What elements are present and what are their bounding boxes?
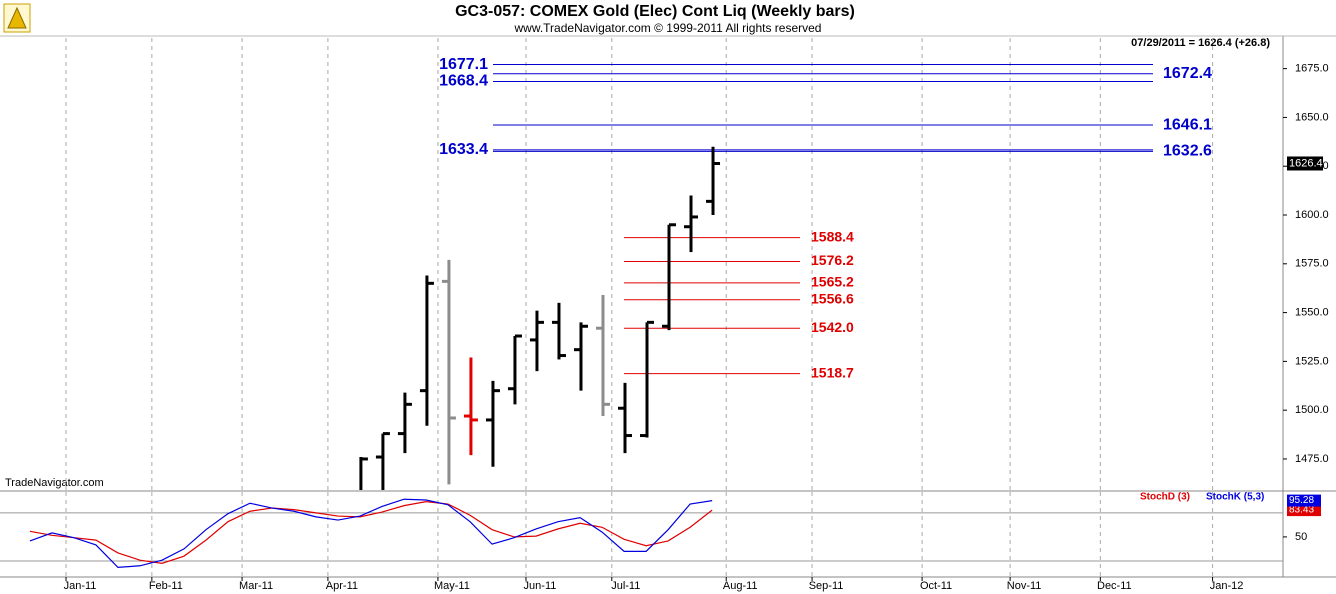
x-tick-label: Sep-11: [809, 580, 844, 592]
y-tick-label: 1675.0: [1295, 63, 1329, 75]
y-tick-label: 1650.0: [1295, 111, 1329, 123]
last-price-box: [1287, 156, 1323, 171]
value-box: [1287, 494, 1321, 507]
legend-entry: StochK (5,3): [1206, 492, 1264, 503]
y-tick-label: 1475.0: [1295, 453, 1329, 465]
status: 07/29/2011 = 1626.4 (+26.8): [1131, 37, 1270, 49]
logo: [3, 3, 31, 33]
y-tick-label: 1600.0: [1295, 209, 1329, 221]
level-label: 1556.6: [811, 290, 854, 306]
x-tick-label: Jun-11: [524, 580, 557, 592]
chart-title: GC3-057: COMEX Gold (Elec) Cont Liq (Wee…: [455, 3, 855, 20]
y-tick-label: 50: [1295, 531, 1307, 543]
level-label: 1646.1: [1163, 116, 1212, 133]
y-tick-label: 1575.0: [1295, 258, 1329, 270]
x-tick-label: Mar-11: [239, 580, 273, 592]
axes: 1475.01500.01525.01550.01575.01600.01625…: [64, 56, 1329, 592]
y-tick-label: 1525.0: [1295, 355, 1329, 367]
level-label: 1542.0: [811, 319, 854, 335]
x-tick-label: Dec-11: [1097, 580, 1132, 592]
value-box: [1287, 504, 1321, 517]
y-tick-label: 1550.0: [1295, 307, 1329, 319]
series-line: [29, 501, 713, 564]
price-panel: [65, 38, 1214, 490]
y-tick-label: 1500.0: [1295, 404, 1329, 416]
value-label: 83.43: [1289, 505, 1314, 516]
stoch-panel: [0, 492, 1283, 577]
level-label: 1565.2: [811, 274, 854, 290]
x-tick-label: Feb-11: [149, 580, 183, 592]
level-label: 1672.4: [1163, 65, 1212, 82]
level-label: 1518.7: [811, 364, 854, 380]
level-label: 1588.4: [811, 228, 854, 244]
x-tick-label: Aug-11: [723, 580, 758, 592]
level-label: 1677.1: [439, 56, 488, 73]
x-tick-label: Apr-11: [326, 580, 358, 592]
value-label: 95.28: [1289, 495, 1314, 506]
x-tick-label: Jan-12: [1210, 580, 1244, 592]
watermark: TradeNavigator.com: [5, 477, 104, 489]
x-tick-label: Jan-11: [64, 580, 97, 592]
level-label: 1632.6: [1163, 143, 1212, 160]
level-label: 1668.4: [439, 73, 488, 90]
x-tick-label: Jul-11: [611, 580, 640, 592]
last-price-label: 1626.4: [1289, 157, 1323, 169]
level-label: 1576.2: [811, 252, 854, 268]
level-label: 1633.4: [439, 141, 488, 158]
series-line: [29, 498, 713, 568]
legend-entry: StochD (3): [1140, 492, 1190, 503]
x-tick-label: Nov-11: [1007, 580, 1042, 592]
subtitle: www.TradeNavigator.com © 1999-2011 All r…: [514, 21, 822, 35]
x-tick-label: Oct-11: [920, 580, 952, 592]
x-tick-label: May-11: [434, 580, 470, 592]
